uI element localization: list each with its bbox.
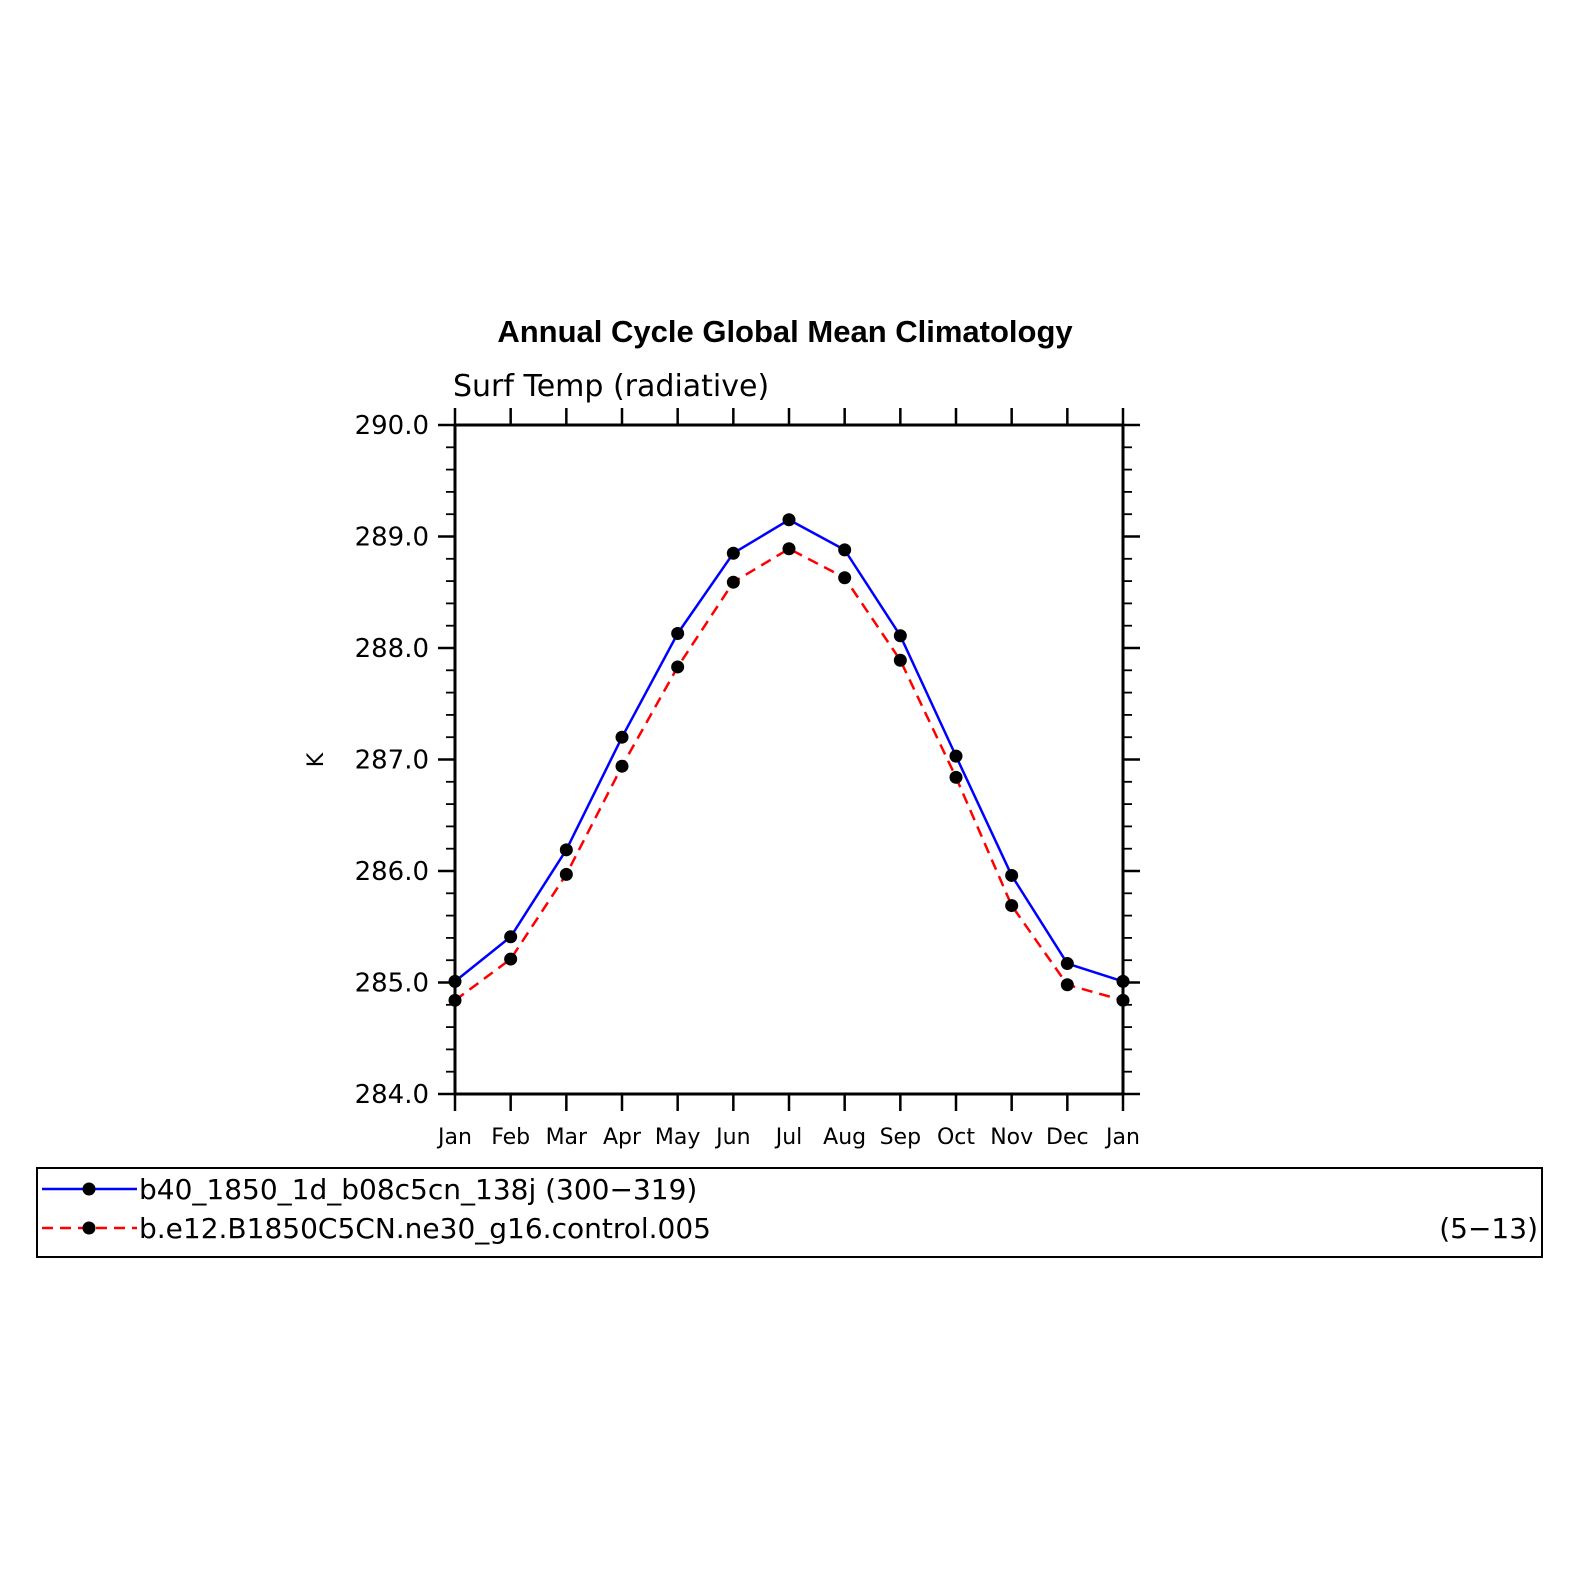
y-tick-label: 288.0 <box>355 634 429 664</box>
data-point-series-1 <box>1060 957 1074 971</box>
data-point-series-2 <box>671 660 685 674</box>
data-point-series-2 <box>504 952 518 966</box>
legend: b40_1850_1d_b08c5cn_138j (300−319) b.e12.… <box>42 1173 1538 1245</box>
data-point-series-1 <box>615 730 629 744</box>
legend-label-1: b40_1850_1d_b08c5cn_138j (300−319) <box>139 1173 697 1206</box>
y-tick-label: 286.0 <box>355 857 429 887</box>
x-tick-label: Feb <box>491 1125 530 1150</box>
y-tick-label: 285.0 <box>355 969 429 999</box>
data-point-series-2 <box>448 993 462 1007</box>
data-point-series-1 <box>893 629 907 643</box>
data-point-series-2 <box>559 867 573 881</box>
data-point-series-1 <box>949 749 963 763</box>
x-tick-label: Aug <box>823 1125 866 1150</box>
data-point-series-1 <box>448 974 462 988</box>
y-tick-label: 284.0 <box>355 1080 429 1110</box>
data-point-series-1 <box>1005 868 1019 882</box>
x-tick-label: Jan <box>436 1125 472 1150</box>
y-axis-label: K <box>304 752 329 767</box>
data-point-series-1 <box>1116 974 1130 988</box>
data-point-series-2 <box>1005 899 1019 913</box>
x-tick-label: Jun <box>714 1125 750 1150</box>
chart-subtitle: Surf Temp (radiative) <box>453 369 769 404</box>
legend-marker-1 <box>82 1182 96 1196</box>
legend-label-2: b.e12.B1850C5CN.ne30_g16.control.005 <box>139 1212 711 1245</box>
y-tick-label: 287.0 <box>355 746 429 776</box>
x-tick-label: Nov <box>990 1125 1033 1150</box>
x-tick-label: Apr <box>603 1125 642 1150</box>
data-point-series-2 <box>1116 993 1130 1007</box>
data-point-series-1 <box>726 546 740 560</box>
data-point-series-1 <box>671 627 685 641</box>
data-point-series-2 <box>615 759 629 773</box>
series-line-1 <box>454 518 1124 983</box>
chart-title: Annual Cycle Global Mean Climatology <box>497 314 1073 349</box>
data-point-series-1 <box>559 843 573 857</box>
series-layer <box>448 513 1130 1007</box>
x-tick-label: Dec <box>1046 1125 1089 1150</box>
data-point-series-1 <box>504 930 518 944</box>
x-tick-label: Sep <box>880 1125 921 1150</box>
data-point-series-2 <box>782 542 796 556</box>
series-line-2 <box>454 547 1124 1002</box>
data-point-series-1 <box>838 543 852 557</box>
legend-box <box>36 1167 1543 1258</box>
data-point-series-2 <box>1060 978 1074 992</box>
data-point-series-2 <box>838 571 852 585</box>
data-point-series-2 <box>893 653 907 667</box>
y-tick-label: 290.0 <box>355 411 429 441</box>
x-tick-label: May <box>655 1125 700 1150</box>
data-point-series-1 <box>782 513 796 527</box>
legend-years-2: (5−13) <box>1439 1212 1538 1245</box>
y-tick-label: 289.0 <box>355 523 429 553</box>
legend-marker-2 <box>82 1221 96 1235</box>
x-tick-label: Mar <box>546 1125 588 1150</box>
data-point-series-2 <box>726 575 740 589</box>
x-tick-label: Jul <box>774 1125 803 1150</box>
x-tick-label: Jan <box>1104 1125 1140 1150</box>
data-point-series-2 <box>949 770 963 784</box>
x-tick-label: Oct <box>937 1125 975 1150</box>
axes: 284.0 285.0 286.0 287.0 288.0 289.0 290.0 Jan Fe… <box>355 408 1140 1150</box>
